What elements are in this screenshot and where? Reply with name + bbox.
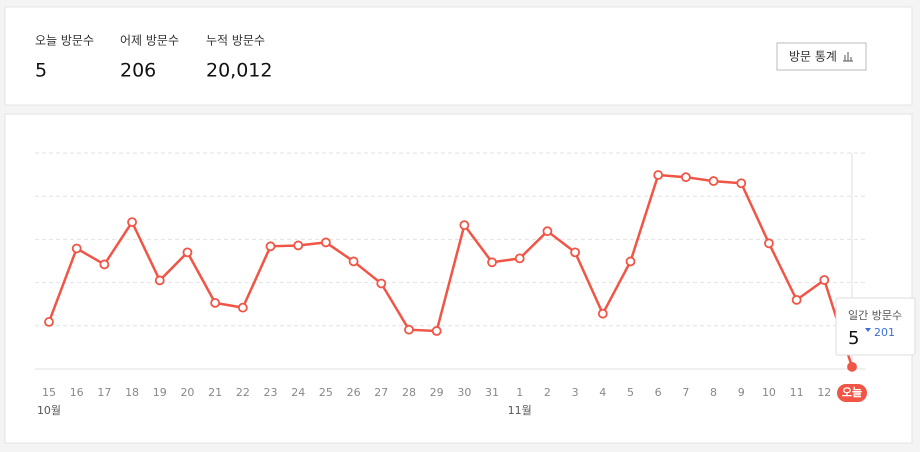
x-tick-label: 9 (738, 386, 745, 399)
stat-label: 어제 방문수 (120, 34, 179, 48)
tooltip-change: 201 (874, 326, 895, 339)
x-tick-label: 28 (402, 386, 416, 399)
data-point (514, 253, 525, 264)
stat-label: 누적 방문수 (206, 34, 265, 48)
data-point (542, 226, 553, 237)
stat-value: 20,012 (206, 60, 272, 82)
stats-panel (4, 6, 913, 106)
x-tick-label: 18 (125, 386, 139, 399)
x-tick-label: 27 (374, 386, 388, 399)
data-point (487, 257, 497, 268)
data-point (210, 298, 221, 308)
data-point (791, 294, 802, 305)
data-point (736, 178, 747, 189)
month-label: 10월 (37, 404, 61, 417)
data-point (597, 308, 608, 319)
x-tick-label: 2 (544, 386, 551, 399)
stat-label: 오늘 방문수 (35, 34, 94, 48)
data-point (680, 172, 691, 183)
data-point (847, 361, 857, 372)
tooltip-box (835, 297, 916, 356)
data-point (127, 217, 137, 228)
data-point (237, 302, 248, 313)
x-tick-label: 25 (319, 386, 333, 399)
tooltip-value: 5 (848, 328, 859, 349)
month-label: 11월 (508, 404, 532, 417)
x-tick-label: 29 (430, 386, 444, 399)
tooltip-title: 일간 방문수 (848, 308, 902, 322)
x-tick-label: 31 (485, 386, 499, 399)
x-tick-label: 20 (180, 386, 194, 399)
data-point (293, 240, 304, 251)
today-badge (837, 384, 868, 402)
stat-value: 5 (35, 60, 47, 82)
x-tick-label: 11 (790, 386, 804, 399)
stat-value: 206 (120, 60, 156, 82)
button-frame[interactable] (776, 42, 867, 71)
x-tick-label: 23 (264, 386, 278, 399)
tooltip-arrow (865, 328, 871, 332)
data-point (570, 247, 581, 258)
data-point (764, 238, 774, 249)
x-tick-label: 10 (762, 386, 776, 399)
x-tick-label: 21 (208, 386, 222, 399)
data-point (265, 241, 276, 252)
data-point (708, 176, 719, 186)
x-tick-label: 6 (655, 386, 662, 399)
button-icon (843, 52, 853, 62)
x-tick-label: 17 (97, 386, 111, 399)
data-point (71, 243, 82, 254)
data-point (154, 275, 165, 286)
x-tick-label: 5 (627, 386, 634, 399)
data-point (348, 256, 359, 267)
data-point (376, 278, 387, 289)
button-label[interactable]: 방문 통계 (789, 50, 837, 64)
x-tick-label: 12 (817, 386, 831, 399)
x-tick-label: 30 (457, 386, 471, 399)
data-point (182, 247, 193, 258)
x-tick-label: 8 (710, 386, 717, 399)
x-tick-label: 15 (42, 386, 56, 399)
data-point (44, 317, 54, 327)
data-point (653, 170, 664, 180)
data-point (819, 275, 830, 285)
data-point (459, 220, 470, 231)
x-tick-label: 1 (516, 386, 523, 399)
data-point (99, 259, 110, 270)
data-point (625, 256, 636, 267)
x-tick-label: 19 (153, 386, 167, 399)
x-tick-label: 7 (682, 386, 689, 399)
x-tick-label: 3 (572, 386, 579, 399)
x-tick-label: 22 (236, 386, 250, 399)
x-tick-label: 26 (347, 386, 361, 399)
data-point (320, 237, 331, 248)
x-tick-label: 오늘 (842, 386, 862, 399)
data-point (404, 324, 414, 335)
tooltip: 일간 방문수 5 201 (835, 297, 916, 356)
stats-button[interactable]: 방문 통계 (776, 42, 867, 71)
x-tick-label: 4 (599, 386, 606, 399)
x-tick-label: 16 (70, 386, 84, 399)
data-point (431, 326, 442, 336)
x-tick-label: 24 (291, 386, 305, 399)
